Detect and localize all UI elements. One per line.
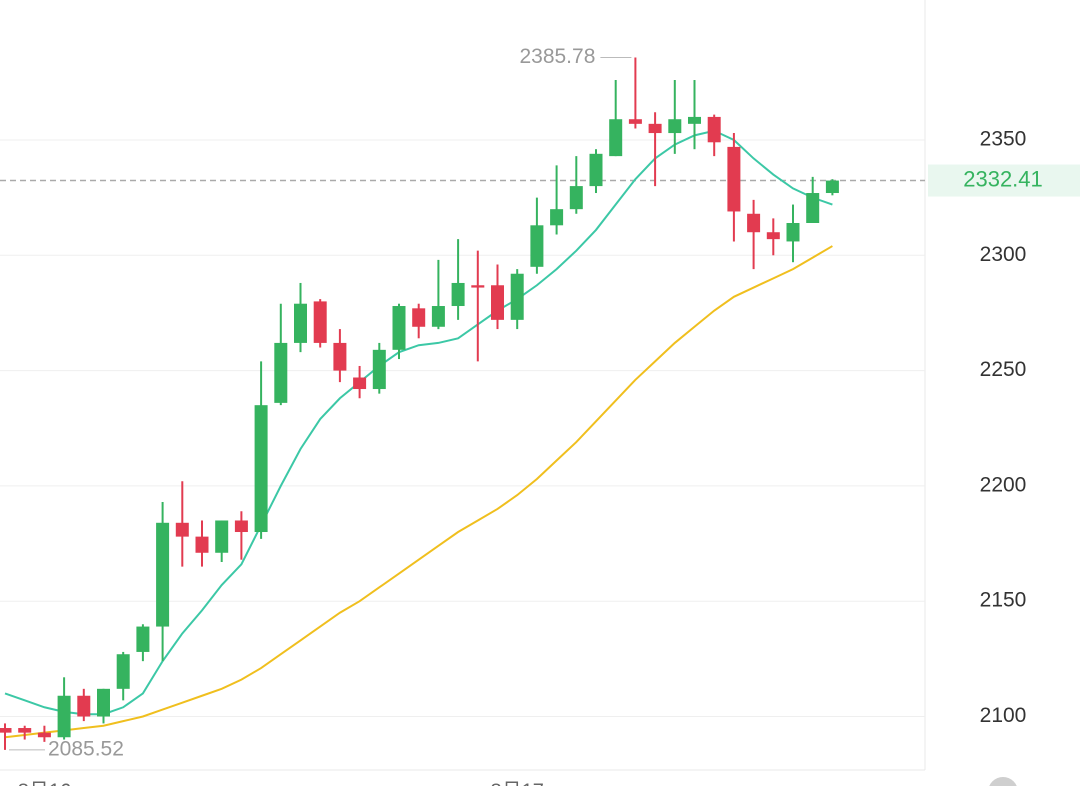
candle-body (156, 522, 170, 627)
candle-body (510, 273, 524, 320)
candle-body (333, 342, 347, 371)
candle-body (57, 695, 71, 738)
y-tick-label: 2350 (980, 128, 1027, 151)
candle-body (786, 222, 800, 242)
candle-body (668, 119, 682, 134)
y-tick-label: 2100 (980, 704, 1027, 727)
candle-body (116, 654, 130, 689)
last-price-label: 2332.41 (963, 166, 1043, 191)
max-label: 2385.78 (519, 45, 595, 68)
candle-body (491, 285, 504, 320)
candle-body (392, 306, 406, 350)
scroll-button[interactable] (988, 777, 1018, 786)
candle-body (451, 282, 465, 307)
candle-body (372, 349, 386, 390)
candle-body (530, 225, 544, 267)
candle-body (431, 306, 445, 327)
candle-body (609, 119, 623, 157)
candle-body (412, 308, 426, 327)
last-price-box (928, 164, 1080, 197)
candle-body (648, 123, 662, 134)
candle-body (766, 232, 780, 240)
x-tick-label: 8月17 (491, 780, 544, 786)
candle-body (77, 695, 91, 717)
moving-average-line (4, 245, 833, 739)
min-label: 2085.52 (48, 737, 124, 760)
candle-body (727, 146, 741, 212)
y-tick-label: 2300 (980, 243, 1027, 266)
candle-body (628, 119, 642, 124)
candle-body (195, 536, 209, 553)
y-tick-label: 2250 (980, 358, 1027, 381)
moving-average-line (4, 129, 833, 716)
candle-body (18, 728, 32, 733)
candle-body (589, 153, 603, 187)
candle-body (550, 209, 564, 226)
candle-body (569, 186, 583, 210)
candle-body (0, 728, 12, 733)
candle-body (97, 688, 110, 717)
candle-body (806, 193, 820, 223)
candle-body (215, 520, 229, 553)
candle-body (234, 520, 248, 533)
candle-body (294, 303, 307, 343)
candle-body (353, 377, 367, 390)
candle-body (175, 522, 189, 537)
candle-body (707, 116, 721, 143)
candle-body (471, 285, 485, 288)
x-tick-label: 8月16 (18, 780, 71, 786)
candle-body (254, 405, 268, 533)
y-tick-label: 2200 (980, 473, 1027, 496)
candle-body (825, 180, 839, 194)
y-tick-label: 2150 (980, 589, 1027, 612)
candle-body (136, 626, 150, 652)
candle-body (688, 116, 701, 124)
candle-body (747, 213, 761, 233)
candle-body (274, 342, 288, 403)
candle-body (313, 301, 327, 343)
candle-body (37, 732, 51, 738)
